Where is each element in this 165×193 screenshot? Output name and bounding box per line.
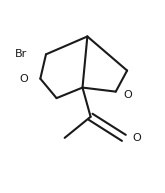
Text: O: O [133,133,142,143]
Text: O: O [19,74,28,84]
Text: O: O [123,90,132,100]
Text: Br: Br [15,49,27,59]
